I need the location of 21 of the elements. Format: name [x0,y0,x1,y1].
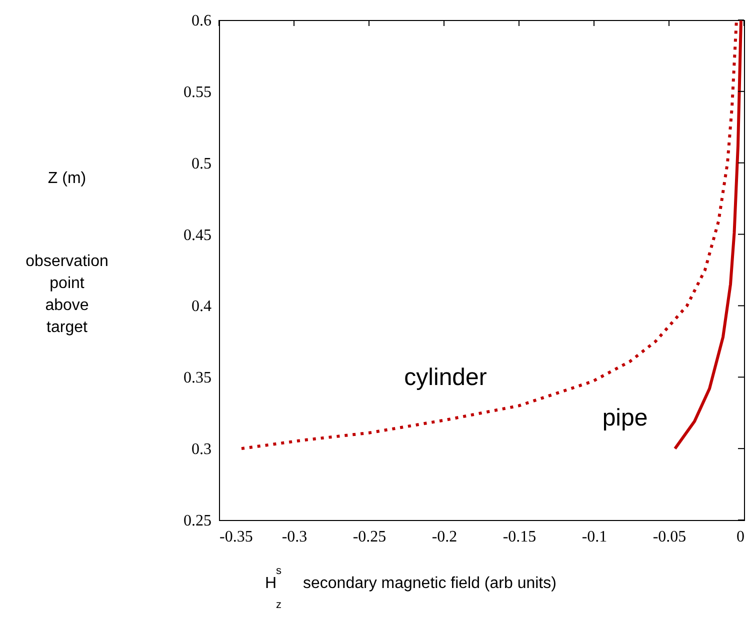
x-tick-label: -0.2 [432,528,458,546]
y-tick-label: 0.6 [192,12,212,30]
y-tick-label: 0.4 [192,298,212,316]
x-tick-label: -0.35 [220,528,253,546]
y-tick-label: 0.45 [184,226,212,244]
y-tick-label: 0.35 [184,370,212,387]
x-tick-label: -0.15 [502,528,536,546]
series-label: cylinder [404,364,487,391]
series-label: pipe [602,404,648,432]
y-tick-label: 0.3 [192,441,212,458]
x-tick-label: -0.3 [282,528,308,546]
text: Hsz secondary magnetic field (arb units) [265,565,556,611]
text: Z (m) [48,170,86,187]
x-tick-label: 0 [736,528,744,546]
x-tick-label: -0.05 [652,528,686,546]
y-tick-label: 0.55 [184,84,212,101]
x-tick-label: -0.1 [582,528,608,546]
text: observation point above target [26,253,108,336]
x-tick-label: -0.25 [352,528,386,546]
y-tick-label: 0.25 [184,512,212,530]
y-tick-label: 0.5 [192,155,212,172]
